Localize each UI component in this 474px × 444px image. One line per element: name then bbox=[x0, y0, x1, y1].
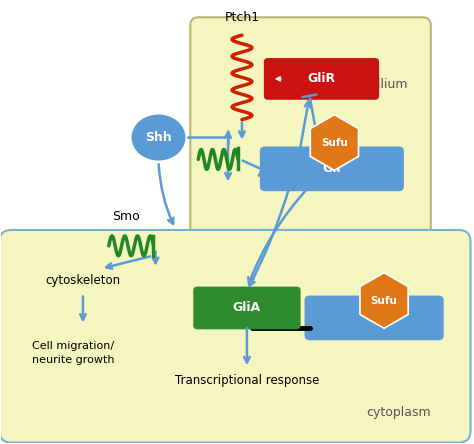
FancyBboxPatch shape bbox=[0, 230, 471, 443]
Text: GliA: GliA bbox=[233, 301, 261, 314]
Polygon shape bbox=[360, 273, 408, 328]
FancyBboxPatch shape bbox=[305, 296, 444, 340]
Text: Ptch1: Ptch1 bbox=[224, 11, 260, 24]
FancyBboxPatch shape bbox=[264, 58, 379, 100]
FancyBboxPatch shape bbox=[193, 286, 301, 329]
Text: cytoplasm: cytoplasm bbox=[367, 406, 431, 419]
Text: Gli: Gli bbox=[323, 163, 341, 175]
Text: cilium: cilium bbox=[370, 78, 408, 91]
Text: Cell migration/
neurite growth: Cell migration/ neurite growth bbox=[32, 341, 114, 365]
Text: GliR: GliR bbox=[308, 72, 336, 85]
FancyBboxPatch shape bbox=[260, 147, 404, 191]
Text: Smo: Smo bbox=[112, 210, 139, 222]
Text: Sufu: Sufu bbox=[371, 296, 398, 305]
Polygon shape bbox=[310, 115, 358, 170]
FancyBboxPatch shape bbox=[190, 17, 431, 286]
Text: Transcriptional response: Transcriptional response bbox=[175, 373, 319, 387]
Text: cytoskeleton: cytoskeleton bbox=[46, 274, 120, 287]
Text: Sufu: Sufu bbox=[321, 138, 348, 147]
Text: Gli: Gli bbox=[365, 311, 383, 325]
Ellipse shape bbox=[131, 114, 186, 161]
Text: Shh: Shh bbox=[145, 131, 172, 144]
